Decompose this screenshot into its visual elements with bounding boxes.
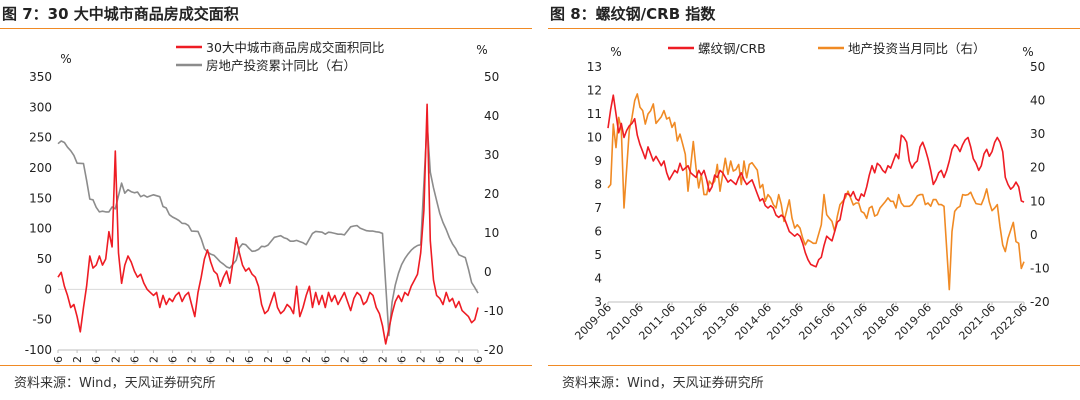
x-tick-label: 2020-06 <box>396 356 409 364</box>
y-left-tick-label: 10 <box>587 131 602 145</box>
x-tick-label: 2015-12 <box>224 356 237 364</box>
y-right-tick-label: -10 <box>484 304 504 318</box>
chart-panel-left: 图 7：30 大中城市商品房成交面积 %% -100 -50 0 50 100 150 200… <box>0 0 532 400</box>
legend-label: 地产投资当月同比（右） <box>848 41 986 56</box>
x-tick-label: 2019-06 <box>357 356 370 364</box>
y-right-tick-label: 20 <box>1030 161 1045 175</box>
y-left-tick-label: 5 <box>594 248 602 262</box>
y-right-tick-label: 50 <box>1030 60 1045 74</box>
y-left-tick-label: 50 <box>37 252 52 266</box>
series-line-left <box>57 103 479 345</box>
y-left-tick-label: 7 <box>594 201 602 215</box>
x-tick-label: 2020-12 <box>415 356 428 364</box>
y-right-tick-label: -20 <box>484 343 504 357</box>
y-left-tick-label: -50 <box>32 313 52 327</box>
y-right-tick-label: -10 <box>1030 261 1050 275</box>
figure-title: 图 8：螺纹钢/CRB 指数 <box>550 5 716 23</box>
y-left-tick-label: -100 <box>25 343 52 357</box>
source-note: 资料来源：Wind，天风证券研究所 <box>14 376 216 391</box>
x-tick-label: 2012-12 <box>109 356 122 364</box>
x-tick-label: 2014-06 <box>167 356 180 364</box>
x-tick-label: 2011-06 <box>52 356 65 364</box>
x-tick-label: 2016-06 <box>243 356 256 364</box>
figure-title: 图 7：30 大中城市商品房成交面积 <box>2 5 239 23</box>
x-tick-label: 2013-06 <box>128 356 141 364</box>
x-tick-label: 2015-06 <box>205 356 218 364</box>
y-right-tick-label: 0 <box>1030 228 1038 242</box>
source-rule <box>0 365 532 366</box>
y-left-unit: % <box>610 45 621 59</box>
y-right-unit: % <box>476 43 487 57</box>
title-rule <box>0 28 532 29</box>
x-tick-label: 2018-12 <box>338 356 351 364</box>
y-left-tick-label: 300 <box>29 100 52 114</box>
y-left-tick-label: 13 <box>587 60 602 74</box>
source-note: 资料来源：Wind，天风证券研究所 <box>562 376 764 391</box>
legend-label: 房地产投资累计同比（右） <box>206 58 356 73</box>
source-rule <box>548 365 1080 366</box>
chart-panel-right: 图 8：螺纹钢/CRB 指数 %% 3 4 5 6 7 8 9 10 11 12 13 -20 -10 0 1… <box>548 0 1080 400</box>
y-right-tick-label: 0 <box>484 265 492 279</box>
x-tick-label: 2021-12 <box>453 356 466 364</box>
y-right-unit: % <box>1022 45 1033 59</box>
y-left-tick-label: 0 <box>44 282 52 296</box>
series-line-right <box>607 93 1025 291</box>
y-right-tick-label: -20 <box>1030 295 1050 309</box>
x-tick-label: 2019-12 <box>377 356 390 364</box>
y-right-tick-label: 30 <box>484 148 499 162</box>
x-tick-label: 2018-06 <box>319 356 332 364</box>
y-left-tick-label: 200 <box>29 161 52 175</box>
series-line-left <box>607 94 1025 268</box>
y-left-tick-label: 100 <box>29 222 52 236</box>
y-left-tick-label: 6 <box>594 225 602 239</box>
legend-label: 30大中城市商品房成交面积同比 <box>206 40 384 55</box>
y-left-tick-label: 9 <box>594 154 602 168</box>
y-right-tick-label: 40 <box>484 109 499 123</box>
y-left-tick-label: 4 <box>594 272 602 286</box>
y-right-tick-label: 40 <box>1030 94 1045 108</box>
x-tick-label: 2014-12 <box>186 356 199 364</box>
y-left-tick-label: 12 <box>587 84 602 98</box>
title-rule <box>548 28 1080 29</box>
y-right-tick-label: 10 <box>1030 194 1045 208</box>
y-right-tick-label: 20 <box>484 187 499 201</box>
series-line-right <box>57 121 479 337</box>
x-tick-label: 2022-06 <box>472 356 485 364</box>
x-tick-label: 2013-12 <box>147 356 160 364</box>
y-left-tick-label: 350 <box>29 70 52 84</box>
y-left-tick-label: 11 <box>587 107 602 121</box>
chart-area-right: % %345678910111213-20-10010203040502009-0… <box>572 41 1050 343</box>
y-left-tick-label: 250 <box>29 131 52 145</box>
y-right-tick-label: 10 <box>484 226 499 240</box>
y-right-tick-label: 30 <box>1030 127 1045 141</box>
y-left-tick-label: 3 <box>594 295 602 309</box>
x-tick-label: 2016-12 <box>262 356 275 364</box>
x-tick-label: 2011-12 <box>71 356 84 364</box>
x-tick-label: 2017-06 <box>281 356 294 364</box>
y-right-tick-label: 50 <box>484 70 499 84</box>
x-tick-label: 2012-06 <box>90 356 103 364</box>
x-tick-label: 2017-12 <box>300 356 313 364</box>
y-left-tick-label: 8 <box>594 178 602 192</box>
chart-area-left: %%-100-50050100150200250300350-20-100102… <box>25 40 504 364</box>
y-left-unit: % <box>60 52 71 66</box>
y-left-tick-label: 150 <box>29 191 52 205</box>
legend-label: 螺纹钢/CRB <box>698 41 766 56</box>
x-tick-label: 2021-06 <box>434 356 447 364</box>
